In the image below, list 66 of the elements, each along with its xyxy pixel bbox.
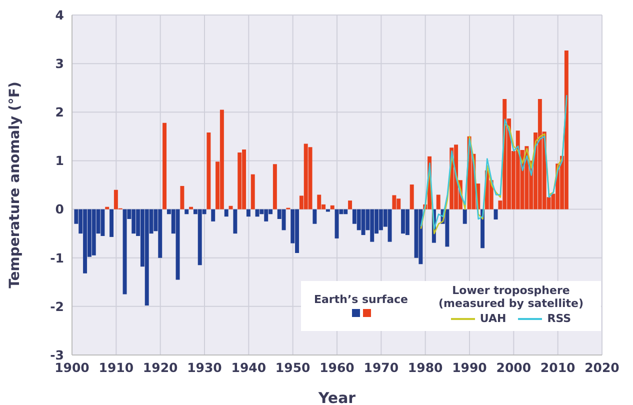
- bar: [405, 209, 410, 236]
- bar: [184, 209, 189, 214]
- legend-label: UAH: [480, 312, 506, 325]
- bar: [211, 209, 216, 222]
- y-tick-label: 1: [55, 153, 64, 168]
- bar: [233, 209, 238, 234]
- x-tick-label: 1920: [142, 360, 178, 375]
- bar: [392, 195, 396, 210]
- bar: [100, 209, 105, 236]
- bar: [180, 186, 184, 210]
- x-tick-label: 1950: [275, 360, 311, 375]
- y-tick-label: 4: [55, 7, 64, 22]
- text: Earth’s surface: [313, 293, 409, 306]
- bar: [255, 209, 260, 217]
- x-tick-label: 1980: [408, 360, 444, 375]
- bar: [189, 206, 194, 210]
- bar: [224, 209, 228, 217]
- x-tick-label: 1990: [452, 360, 488, 375]
- bar: [105, 206, 110, 210]
- bar: [410, 184, 414, 210]
- bar: [436, 194, 440, 210]
- x-tick-label: 1930: [187, 360, 222, 375]
- x-axis-title: Year: [317, 389, 356, 405]
- bar: [418, 209, 423, 264]
- y-tick-label: -3: [50, 347, 64, 362]
- x-tick-label: 2000: [496, 360, 532, 375]
- bar: [250, 174, 255, 210]
- x-tick-label: 2010: [540, 360, 576, 375]
- bar: [445, 209, 450, 247]
- bar: [334, 209, 339, 238]
- y-tick-label: 3: [55, 56, 64, 72]
- bar: [272, 164, 277, 210]
- bar: [110, 209, 114, 237]
- bar: [206, 132, 211, 210]
- bar: [564, 50, 568, 210]
- bar: [317, 194, 322, 210]
- bar: [246, 209, 250, 217]
- x-tick-label: 2020: [584, 360, 620, 375]
- bar: [162, 122, 167, 210]
- x-tick-label: 1910: [98, 360, 134, 375]
- y-tick-label: 0: [55, 202, 64, 217]
- bar: [228, 206, 233, 210]
- legend-label: RSS: [547, 312, 572, 325]
- bar: [282, 209, 286, 230]
- x-tick-label: 1970: [364, 360, 399, 375]
- bar: [388, 209, 392, 242]
- legend-title: Lower troposphere (measured by satellite): [438, 284, 584, 310]
- bar: [494, 209, 498, 220]
- bar: [308, 147, 312, 210]
- bar: [330, 205, 334, 210]
- y-tick-label: 2: [55, 104, 64, 120]
- bar: [312, 209, 317, 224]
- x-tick-label: 1940: [231, 360, 266, 375]
- x-tick-label: 1900: [54, 360, 90, 375]
- bar: [220, 110, 224, 210]
- bar: [462, 209, 467, 224]
- bar: [176, 209, 180, 280]
- y-axis-title: Temperature anomaly (°F): [6, 82, 23, 288]
- y-tick-label: -2: [50, 298, 64, 314]
- y-tick-label: -1: [50, 250, 64, 266]
- bar: [348, 200, 352, 210]
- x-tick-label: 1960: [320, 360, 355, 375]
- bar: [401, 209, 406, 234]
- bar: [361, 209, 366, 236]
- bar: [238, 152, 242, 210]
- bar: [122, 209, 127, 294]
